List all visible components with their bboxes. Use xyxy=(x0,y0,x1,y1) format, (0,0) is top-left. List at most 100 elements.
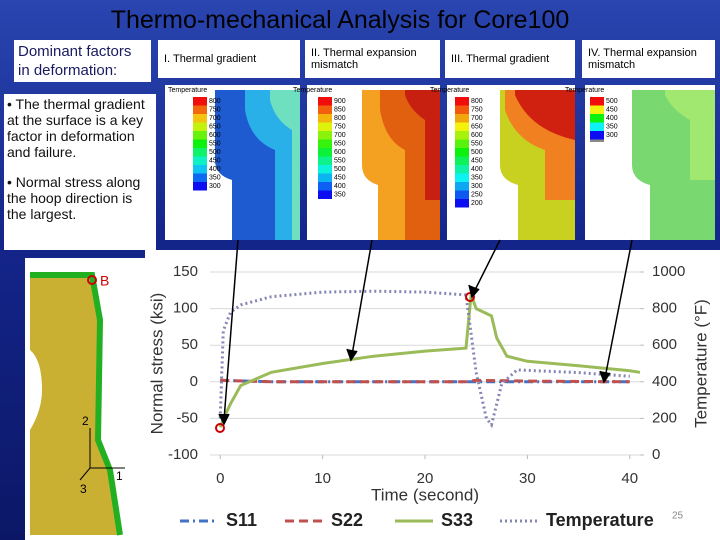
y2-axis-title: Temperature (°F) xyxy=(691,299,710,428)
legend-swatch xyxy=(318,182,332,191)
diagram-label: B xyxy=(100,273,109,289)
legend-label: 650 xyxy=(209,124,221,131)
legend-label: 450 xyxy=(334,175,346,182)
legend-swatch xyxy=(318,190,332,199)
chart-background xyxy=(145,250,720,540)
legend-label: 350 xyxy=(209,175,221,182)
legend-swatch xyxy=(318,105,332,114)
legend-label: 550 xyxy=(471,141,483,148)
x-tick-label: 0 xyxy=(216,470,224,487)
legend-label: 750 xyxy=(209,107,221,114)
legend-label: 500 xyxy=(209,149,221,156)
y-tick-label: 0 xyxy=(190,373,198,390)
legend-label: 400 xyxy=(471,166,483,173)
y2-tick-label: 400 xyxy=(652,373,677,390)
legend-swatch xyxy=(193,173,207,182)
legend-swatch xyxy=(193,122,207,131)
legend-label: 450 xyxy=(209,158,221,165)
legend-label: 300 xyxy=(209,183,221,190)
diagram-label: 1 xyxy=(116,469,123,483)
legend-swatch xyxy=(318,114,332,123)
legend-swatch xyxy=(318,148,332,157)
legend-swatch xyxy=(455,97,469,106)
chart-markers xyxy=(215,292,475,433)
legend-label: 400 xyxy=(334,183,346,190)
legend-label: 200 xyxy=(471,200,483,207)
y2-tick-label: 200 xyxy=(652,409,677,426)
legend-title: Temperature xyxy=(293,87,332,94)
legend-swatch xyxy=(455,139,469,148)
legend-label: 450 xyxy=(606,107,618,114)
legend-label: 650 xyxy=(334,141,346,148)
y-tick-label: 100 xyxy=(173,300,198,317)
legend-swatch xyxy=(318,139,332,148)
legend-label: 600 xyxy=(471,132,483,139)
legend-swatch xyxy=(455,165,469,174)
y2-tick-label: 0 xyxy=(652,446,660,463)
legend-label: 350 xyxy=(334,192,346,199)
legend-label: 300 xyxy=(471,183,483,190)
legend-label: S11 xyxy=(226,510,257,530)
legend-swatch xyxy=(455,122,469,131)
legend-swatch xyxy=(193,148,207,157)
y-tick-label: -100 xyxy=(168,446,198,463)
legend-swatch xyxy=(193,182,207,191)
x-tick-label: 20 xyxy=(417,470,434,487)
panel-label: IV. Thermal expansion mismatch xyxy=(582,40,715,78)
bullet: • Normal stress along the hoop direction… xyxy=(7,174,141,222)
legend-label: S22 xyxy=(331,510,363,530)
legend-label: 400 xyxy=(606,115,618,122)
legend-label: 800 xyxy=(471,98,483,105)
legend-swatch xyxy=(318,131,332,140)
x-tick-label: 40 xyxy=(621,470,638,487)
x-axis-title: Time (second) xyxy=(371,485,479,504)
legend-label: 250 xyxy=(471,192,483,199)
legend-swatch xyxy=(318,122,332,131)
legend-label: 450 xyxy=(471,158,483,165)
legend-label: 700 xyxy=(471,115,483,122)
intro-box: Dominant factors in deformation: xyxy=(14,40,151,82)
legend-swatch xyxy=(193,97,207,106)
legend-label: 700 xyxy=(209,115,221,122)
slide-title: Thermo-mechanical Analysis for Core100 xyxy=(110,6,570,34)
legend-label: 350 xyxy=(606,124,618,131)
diagram-label: 3 xyxy=(80,482,87,496)
contour-panel-4 xyxy=(585,85,715,240)
series-line xyxy=(220,378,630,384)
series-line xyxy=(218,294,641,428)
legend-swatch xyxy=(318,165,332,174)
contour-panel-1 xyxy=(165,85,300,240)
legend-label: 500 xyxy=(334,166,346,173)
legend-swatch xyxy=(455,190,469,199)
legend-swatch xyxy=(455,148,469,157)
legend-label: 500 xyxy=(471,149,483,156)
legend-label: 800 xyxy=(209,98,221,105)
legend-label: 900 xyxy=(334,98,346,105)
panel-label: II. Thermal expansion mismatch xyxy=(305,40,440,78)
legend-swatch xyxy=(455,156,469,165)
legend-swatch xyxy=(193,165,207,174)
bullet: • The thermal gradient at the surface is… xyxy=(7,96,145,160)
legend-swatch xyxy=(455,173,469,182)
legend-swatch xyxy=(590,97,604,106)
y-tick-label: 50 xyxy=(181,336,198,353)
legend-label: 650 xyxy=(471,124,483,131)
legend-swatch xyxy=(318,156,332,165)
callout-arrows xyxy=(218,239,633,426)
x-tick-label: 10 xyxy=(314,470,331,487)
bullet-box: • The thermal gradient at the surface is… xyxy=(4,94,156,250)
legend-swatch xyxy=(318,173,332,182)
legend-label: 600 xyxy=(334,149,346,156)
legend-label: 750 xyxy=(334,124,346,131)
legend-title: Temperature xyxy=(565,87,604,94)
y-tick-label: 150 xyxy=(173,263,198,280)
y2-tick-label: 800 xyxy=(652,300,677,317)
legend-swatch xyxy=(318,97,332,106)
legend-swatch xyxy=(590,131,604,140)
legend-label: 800 xyxy=(334,115,346,122)
legend-swatch xyxy=(193,114,207,123)
legend-label: 600 xyxy=(209,132,221,139)
x-tick-label: 30 xyxy=(519,470,536,487)
